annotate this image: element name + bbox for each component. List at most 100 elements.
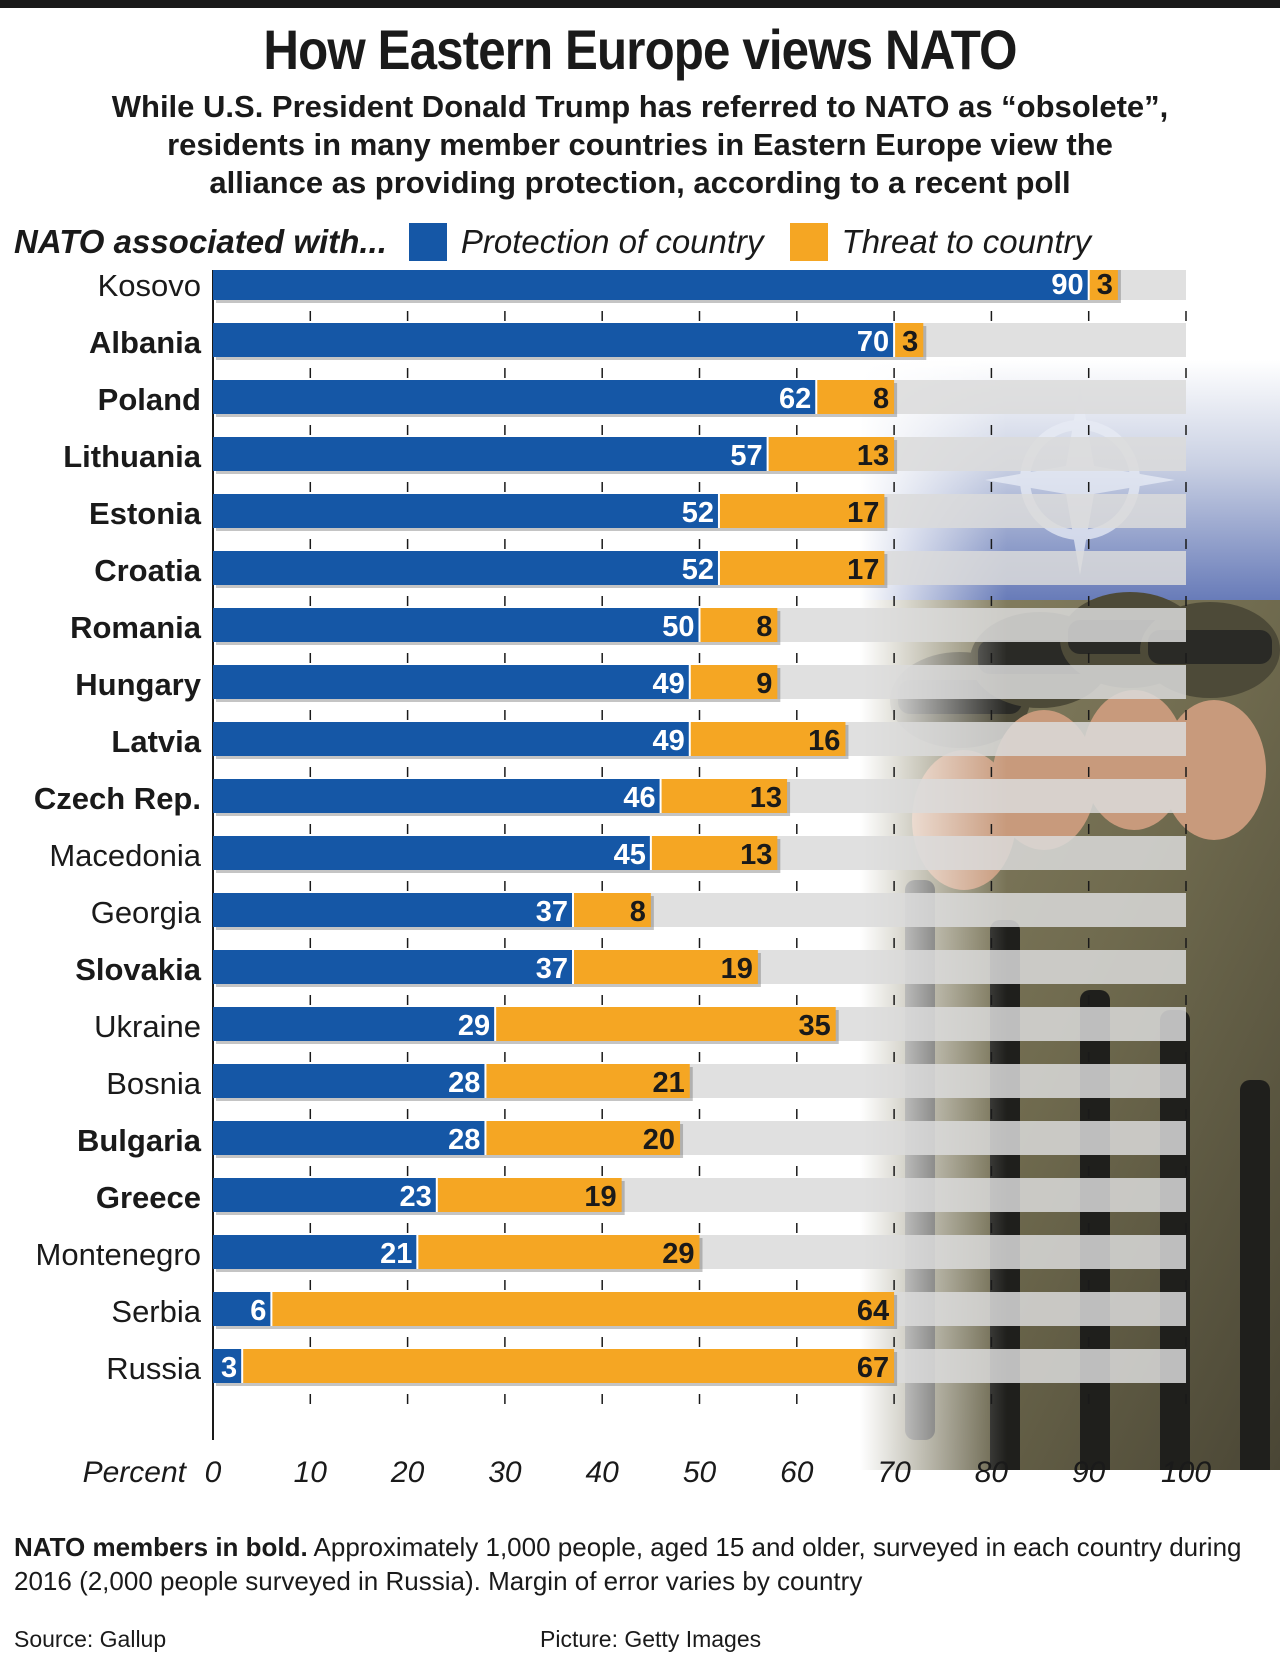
label-protection: 37 [536,896,568,928]
bar-threat [689,665,778,699]
label-threat: 21 [653,1067,685,1099]
country-label: Bulgaria [77,1123,202,1158]
bar-protection [213,722,690,756]
legend-label-protection: Protection of country [460,223,764,260]
bar-threat [767,437,895,471]
bar-threat [573,893,651,927]
label-protection: 37 [536,953,568,985]
source-credit: Source: Gallup [14,1626,167,1652]
chart-title: How Eastern Europe views NATO [263,18,1017,81]
bar-protection [213,608,700,642]
bar-threat [650,836,778,870]
label-protection: 28 [448,1124,480,1156]
bar-protection [213,551,719,585]
bar-threat [1088,270,1118,300]
country-label: Latvia [111,724,201,759]
bar-protection [213,270,1089,300]
x-tick-label: 0 [205,1456,222,1489]
country-label: Bosnia [106,1066,202,1101]
label-threat: 3 [1097,270,1113,301]
country-label: Croatia [94,553,202,588]
footnote: NATO members in bold. Approximately 1,00… [14,1530,1264,1598]
label-protection: 29 [458,1010,490,1042]
label-threat: 19 [584,1181,616,1213]
country-labels: Kosovo Albania Poland Lithuania Estonia Croat… [34,270,202,1386]
label-protection: 28 [448,1067,480,1099]
label-protection: 57 [730,440,762,472]
bar-threat [485,1121,681,1155]
country-label: Hungary [75,667,202,702]
x-tick-label: 70 [877,1456,911,1489]
bar-threat [417,1235,700,1269]
bar-protection [213,1007,496,1041]
label-threat: 16 [808,725,840,757]
country-label: Romania [70,610,202,645]
label-threat: 17 [847,497,879,529]
x-tick-label: 40 [586,1456,620,1489]
bar-protection [213,836,651,870]
bar-protection [213,1064,486,1098]
label-threat: 19 [721,953,753,985]
bar-protection [213,893,574,927]
subtitle-line: residents in many member countries in Ea… [167,127,1113,162]
bar-threat [271,1292,895,1326]
label-protection: 49 [653,668,685,700]
label-threat: 35 [798,1010,830,1042]
label-threat: 8 [756,611,772,643]
country-label: Macedonia [49,838,201,873]
x-axis-title: Percent [83,1456,188,1489]
country-label: Greece [96,1180,201,1215]
label-threat: 20 [643,1124,675,1156]
legend-swatch-protection [408,223,447,261]
country-label: Albania [89,325,202,360]
label-protection: 23 [400,1181,432,1213]
x-tick-label: 80 [975,1456,1009,1489]
bar-threat [699,608,778,642]
x-tick-label: 60 [780,1456,814,1489]
country-label: Ukraine [94,1009,201,1044]
label-protection: 21 [380,1238,412,1270]
label-threat: 13 [857,440,889,472]
country-label: Estonia [89,496,202,531]
subtitle-line: While U.S. President Donald Trump has re… [111,89,1169,124]
top-rule [0,0,1280,8]
bar-protection [213,1235,418,1269]
bar-threat [660,779,788,813]
bar-protection [213,323,895,357]
label-threat: 9 [756,668,772,700]
footnote-text: Approximately 1,000 people, aged 15 and … [14,1532,1242,1596]
legend-swatch-threat [789,223,828,261]
legend-lead: NATO associated with... [14,223,387,260]
x-tick-label: 90 [1072,1456,1106,1489]
label-protection: 50 [662,611,694,643]
label-protection: 52 [682,497,714,529]
country-label: Poland [98,382,201,417]
bar-protection [213,665,690,699]
bar-threat [573,950,758,984]
label-protection: 46 [623,782,655,814]
label-protection: 62 [779,383,811,415]
label-threat: 64 [857,1295,889,1327]
subtitle-line: alliance as providing protection, accord… [209,165,1071,200]
x-tick-label: 50 [683,1456,717,1489]
label-threat: 8 [630,896,646,928]
bar-threat [495,1007,836,1041]
bar-threat [485,1064,690,1098]
label-protection: 3 [221,1352,237,1384]
bar-threat [894,323,924,357]
country-label: Serbia [111,1294,201,1329]
bar-protection [213,437,768,471]
footnote-bold: NATO members in bold. [14,1532,308,1562]
label-protection: 70 [857,326,889,358]
x-axis: 0 10 20 30 40 50 60 70 80 90 100 Percent [83,270,1211,1489]
label-threat: 17 [847,554,879,586]
bar-protection [213,1349,243,1383]
label-threat: 3 [902,326,918,358]
country-label: Georgia [91,895,202,930]
bar-protection [213,494,719,528]
country-label: Lithuania [63,439,202,474]
bar-threat [718,494,885,528]
chart-subtitle: While U.S. President Donald Trump has re… [0,88,1280,202]
